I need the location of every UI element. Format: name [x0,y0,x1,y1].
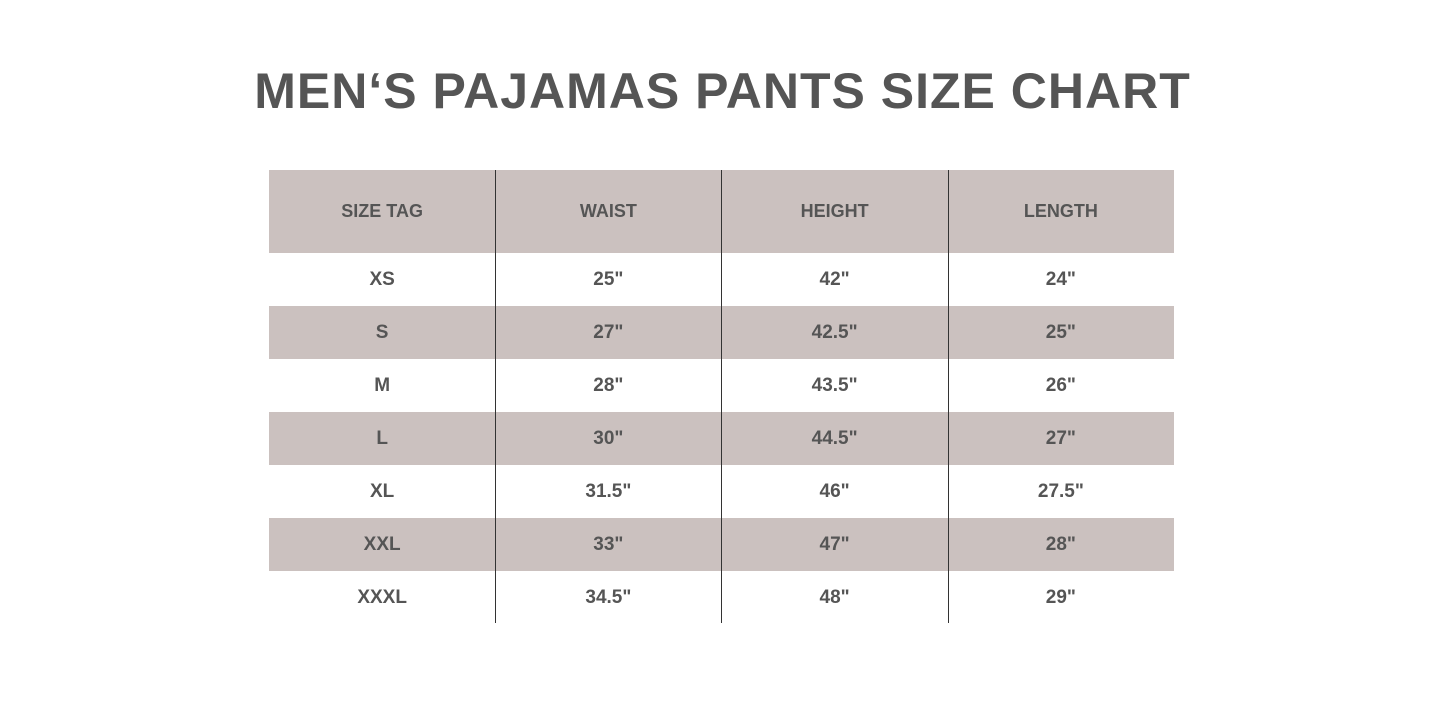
column-divider [495,170,496,623]
cell-size-tag: XS [369,268,395,290]
cell-size-tag: S [375,321,389,343]
cell-height: 43.5" [811,374,858,396]
cell-waist: 28" [593,374,624,396]
header-waist: WAIST [579,201,637,221]
cell-height: 47" [819,533,850,555]
column-divider [721,170,722,623]
cell-size-tag: XL [369,480,395,502]
cell-length: 28" [1045,533,1076,555]
cell-size-tag: XXL [363,533,401,555]
cell-size-tag: M [374,374,391,396]
page-title: MEN‘S PAJAMAS PANTS SIZE CHART [254,63,1191,119]
cell-height: 46" [819,480,850,502]
column-divider [948,170,949,623]
cell-length: 25" [1045,321,1076,343]
cell-waist: 31.5" [585,480,632,502]
header-height: HEIGHT [800,201,869,221]
table-row: XS 25" 42" 24" [269,253,1174,306]
cell-size-tag: L [376,427,388,449]
cell-length: 27.5" [1037,480,1084,502]
cell-height: 44.5" [811,427,858,449]
cell-length: 27" [1045,427,1076,449]
cell-length: 29" [1045,586,1076,608]
cell-height: 48" [819,586,850,608]
cell-size-tag: XXXL [357,586,407,608]
cell-height: 42" [819,268,850,290]
cell-waist: 25" [593,268,624,290]
size-chart-table: SIZE TAG WAIST HEIGHT LENGTH XS 25" 42" 24"… [269,170,1174,624]
cell-waist: 27" [593,321,624,343]
cell-length: 24" [1045,268,1076,290]
header-length: LENGTH [1023,201,1098,221]
cell-length: 26" [1045,374,1076,396]
table-row: XL 31.5" 46" 27.5" [269,465,1174,518]
header-size-tag: SIZE TAG [341,201,423,221]
cell-waist: 34.5" [585,586,632,608]
table-row: M 28" 43.5" 26" [269,359,1174,412]
cell-waist: 30" [593,427,624,449]
cell-waist: 33" [593,533,624,555]
table-row: XXXL 34.5" 48" 29" [269,571,1174,624]
cell-height: 42.5" [811,321,858,343]
